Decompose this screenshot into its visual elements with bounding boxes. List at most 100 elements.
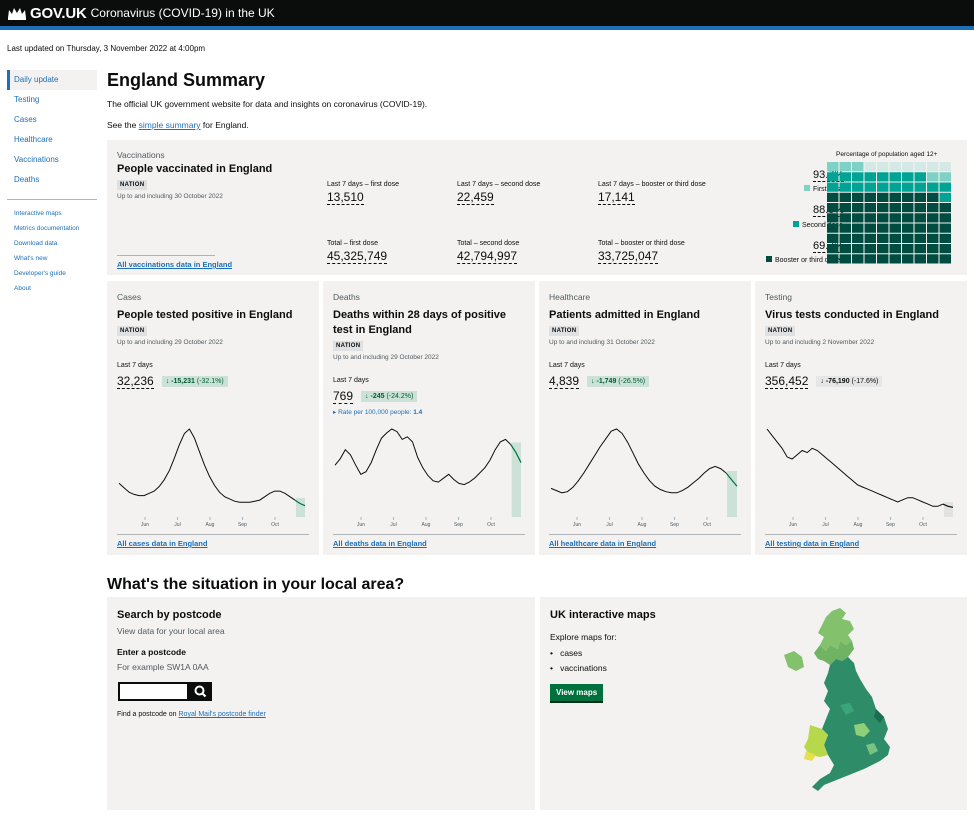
postcode-input[interactable] (118, 682, 189, 701)
vaccination-waffle-chart (827, 162, 951, 264)
x-tick-label: Jul (606, 522, 612, 528)
waffle-cell (877, 223, 889, 233)
card-date: Up to and including 31 October 2022 (549, 339, 655, 346)
x-tick-label: Jun (573, 522, 581, 528)
down-arrow-icon: ↓ (165, 378, 170, 385)
waffle-cell (864, 213, 876, 223)
local-area-heading: What's the situation in your local area? (107, 576, 405, 593)
waffle-cell (902, 162, 914, 172)
divider (117, 534, 309, 535)
simple-summary-link[interactable]: simple summary (138, 120, 201, 130)
x-tick-label: Jul (390, 522, 396, 528)
card-caption: Cases (117, 292, 142, 302)
card-metric-value[interactable]: 356,452 (765, 374, 809, 389)
card-metric-value[interactable]: 4,839 (549, 374, 580, 389)
waffle-cell (889, 162, 901, 172)
rate-details[interactable]: ▸ Rate per 100,000 people: 1.4 (333, 408, 422, 416)
booster-swatch (766, 256, 772, 262)
x-tick-label: Sep (886, 522, 895, 528)
waffle-cell (827, 192, 839, 202)
stat-label: Total – first dose (327, 240, 378, 247)
waffle-cell (827, 223, 839, 233)
service-name[interactable]: Coronavirus (COVID-19) in the UK (90, 6, 275, 20)
nav-interactive-maps[interactable]: Interactive maps (14, 210, 62, 217)
waffle-cell (889, 254, 901, 264)
stat-value[interactable]: 42,794,997 (457, 249, 518, 264)
nation-tag: NATION (117, 180, 148, 190)
nav-testing[interactable]: Testing (14, 95, 40, 104)
nav-metrics-documentation[interactable]: Metrics documentation (14, 225, 80, 232)
card-data-link[interactable]: All cases data in England (117, 539, 208, 548)
waffle-cell (827, 162, 839, 172)
all-vaccinations-link[interactable]: All vaccinations data in England (117, 260, 233, 269)
nav-healthcare[interactable]: Healthcare (14, 135, 53, 144)
stat-value[interactable]: 33,725,047 (598, 249, 659, 264)
stat-label: Last 7 days – first dose (327, 181, 399, 188)
stat-value[interactable]: 13,510 (327, 190, 364, 205)
x-tick-label: Jun (789, 522, 797, 528)
card-metric: 4,839 ↓ -1,749 (-26.5%) (549, 372, 650, 390)
nav-about[interactable]: About (14, 285, 31, 292)
booster-label: Booster or third dose (775, 257, 840, 264)
waffle-cell (852, 233, 864, 243)
card-data-link[interactable]: All deaths data in England (333, 539, 427, 548)
last-7-days-band (943, 502, 953, 517)
waffle-cell (839, 254, 851, 264)
waffle-cell (864, 172, 876, 182)
uk-map[interactable] (780, 605, 900, 795)
waffle-cell (889, 172, 901, 182)
card-data-link[interactable]: All healthcare data in England (549, 539, 657, 548)
waffle-cell (914, 182, 926, 192)
nation-tag: NATION (333, 341, 364, 351)
govuk-logo[interactable]: GOV.UK (30, 4, 87, 22)
card-metric: 769 ↓ -245 (-24.2%) (333, 387, 418, 405)
nav-vaccinations[interactable]: Vaccinations (14, 155, 59, 164)
waffle-cell (927, 192, 939, 202)
nation-tag: NATION (117, 326, 148, 336)
stat-value[interactable]: 45,325,749 (327, 249, 388, 264)
waffle-cell (827, 203, 839, 213)
nav-download-data[interactable]: Download data (14, 240, 58, 247)
rate-value: 1.4 (413, 409, 423, 416)
stat-value[interactable]: 17,141 (598, 190, 635, 205)
waffle-cell (877, 233, 889, 243)
divider (117, 255, 215, 256)
nav-daily-update[interactable]: Daily update (7, 70, 97, 90)
x-tick-label: Aug (422, 522, 431, 528)
nav-deaths[interactable]: Deaths (14, 175, 40, 184)
stat-total-first: Total – first dose 45,325,749 (327, 240, 388, 265)
waffle-cell (902, 182, 914, 192)
card-title: People tested positive in England (117, 309, 293, 321)
x-tick-label: Aug (638, 522, 647, 528)
waffle-cell (877, 162, 889, 172)
recent-trend-line (725, 472, 738, 487)
recent-trend-line (510, 444, 522, 463)
postcode-search-button[interactable] (189, 682, 212, 701)
waffle-cell (889, 233, 901, 243)
nav-developers-guide[interactable]: Developer's guide (14, 270, 66, 277)
second-dose-label: Second dose (802, 222, 843, 229)
view-maps-button[interactable]: View maps (550, 684, 604, 701)
waffle-cell (914, 172, 926, 182)
card-metric-value[interactable]: 769 (333, 389, 354, 404)
waffle-cell (839, 172, 851, 182)
last-7-days-band (295, 498, 305, 517)
see-prefix: See the (107, 120, 139, 130)
waffle-cell (939, 162, 951, 172)
waffle-cell (914, 203, 926, 213)
card-data-link[interactable]: All testing data in England (765, 539, 860, 548)
card-date: Up to and including 29 October 2022 (117, 339, 223, 346)
x-tick-label: Sep (670, 522, 679, 528)
stat-label: Last 7 days – booster or third dose (598, 181, 706, 188)
second-dose-swatch (793, 221, 799, 227)
waffle-cell (902, 192, 914, 202)
waffle-cell (927, 182, 939, 192)
waffle-cell (839, 162, 851, 172)
card-metric-value[interactable]: 32,236 (117, 374, 154, 389)
nav-cases[interactable]: Cases (14, 115, 37, 124)
nav-whats-new[interactable]: What's new (14, 255, 48, 262)
interactive-maps-card: UK interactive maps Explore maps for: • … (540, 597, 967, 810)
waffle-cell (827, 213, 839, 223)
royal-mail-link[interactable]: Royal Mail's postcode finder (178, 711, 266, 718)
stat-value[interactable]: 22,459 (457, 190, 494, 205)
